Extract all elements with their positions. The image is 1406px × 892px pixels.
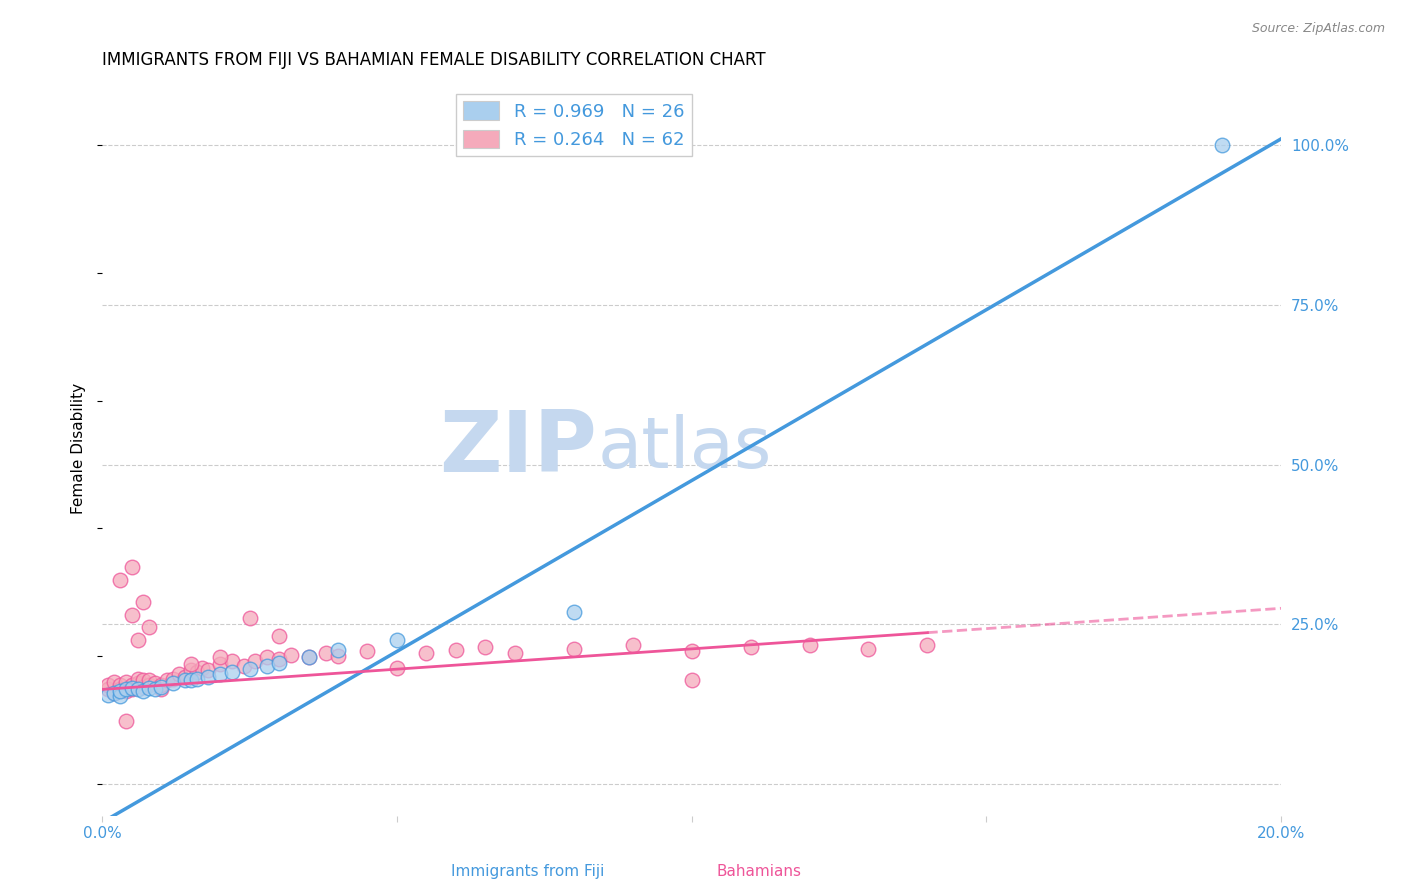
Point	[114, 684, 136, 698]
Point	[97, 678, 120, 692]
Point	[108, 684, 131, 698]
Point	[681, 673, 703, 688]
Point	[173, 673, 195, 688]
Point	[121, 682, 143, 697]
Point	[917, 638, 939, 652]
Point	[326, 649, 349, 664]
Point	[132, 680, 155, 694]
Point	[103, 674, 125, 689]
Point	[232, 658, 254, 673]
Y-axis label: Female Disability: Female Disability	[72, 383, 86, 514]
Text: atlas: atlas	[598, 414, 772, 483]
Point	[132, 673, 155, 688]
Point	[562, 605, 585, 619]
Point	[356, 644, 378, 658]
Point	[209, 650, 232, 665]
Point	[267, 652, 290, 666]
Point	[562, 641, 585, 656]
Point	[297, 650, 319, 665]
Point	[444, 643, 467, 657]
Point	[385, 633, 408, 648]
Point	[180, 663, 202, 677]
Point	[162, 672, 184, 686]
Point	[108, 689, 131, 703]
Point	[121, 607, 143, 622]
Point	[138, 678, 160, 692]
Point	[297, 650, 319, 665]
Point	[127, 682, 149, 697]
Point	[132, 595, 155, 609]
Point	[621, 638, 644, 652]
Point	[121, 559, 143, 574]
Point	[221, 665, 243, 680]
Point	[103, 686, 125, 700]
Point	[138, 620, 160, 634]
Point	[108, 678, 131, 692]
Point	[114, 674, 136, 689]
Point	[267, 629, 290, 643]
Point	[162, 676, 184, 690]
Point	[138, 673, 160, 688]
Point	[186, 665, 208, 680]
Point	[138, 681, 160, 695]
Point	[209, 667, 232, 681]
Point	[221, 654, 243, 668]
Point	[415, 646, 437, 660]
Point	[114, 714, 136, 729]
Point	[156, 673, 179, 688]
Point	[103, 686, 125, 700]
Point	[1211, 138, 1233, 153]
Point	[143, 676, 166, 690]
Point	[239, 611, 262, 625]
Point	[681, 644, 703, 658]
Point	[191, 661, 214, 675]
Point	[209, 657, 232, 671]
Point	[280, 648, 302, 662]
Point	[150, 682, 173, 697]
Point	[256, 658, 278, 673]
Point	[127, 672, 149, 686]
Point	[315, 646, 337, 660]
Point	[121, 681, 143, 695]
Point	[97, 682, 120, 697]
Point	[108, 573, 131, 587]
Text: Bahamians: Bahamians	[717, 863, 801, 879]
Point	[108, 682, 131, 697]
Point	[150, 680, 173, 694]
Point	[114, 682, 136, 697]
Point	[245, 654, 267, 668]
Text: ZIP: ZIP	[440, 407, 598, 490]
Text: Source: ZipAtlas.com: Source: ZipAtlas.com	[1251, 22, 1385, 36]
Legend: R = 0.969   N = 26, R = 0.264   N = 62: R = 0.969 N = 26, R = 0.264 N = 62	[456, 94, 692, 156]
Point	[740, 640, 762, 654]
Point	[127, 633, 149, 648]
Point	[180, 673, 202, 688]
Text: IMMIGRANTS FROM FIJI VS BAHAMIAN FEMALE DISABILITY CORRELATION CHART: IMMIGRANTS FROM FIJI VS BAHAMIAN FEMALE …	[103, 51, 766, 69]
Point	[150, 678, 173, 692]
Point	[197, 670, 219, 684]
Point	[121, 678, 143, 692]
Point	[127, 676, 149, 690]
Point	[186, 672, 208, 686]
Point	[132, 684, 155, 698]
Point	[474, 640, 496, 654]
Point	[858, 641, 880, 656]
Point	[267, 656, 290, 670]
Point	[143, 682, 166, 697]
Point	[239, 662, 262, 676]
Point	[97, 688, 120, 702]
Point	[503, 646, 526, 660]
Point	[197, 663, 219, 677]
Point	[180, 657, 202, 671]
Point	[799, 638, 821, 652]
Text: Immigrants from Fiji: Immigrants from Fiji	[450, 863, 605, 879]
Point	[385, 661, 408, 675]
Point	[173, 670, 195, 684]
Point	[256, 650, 278, 665]
Point	[167, 667, 190, 681]
Point	[326, 643, 349, 657]
